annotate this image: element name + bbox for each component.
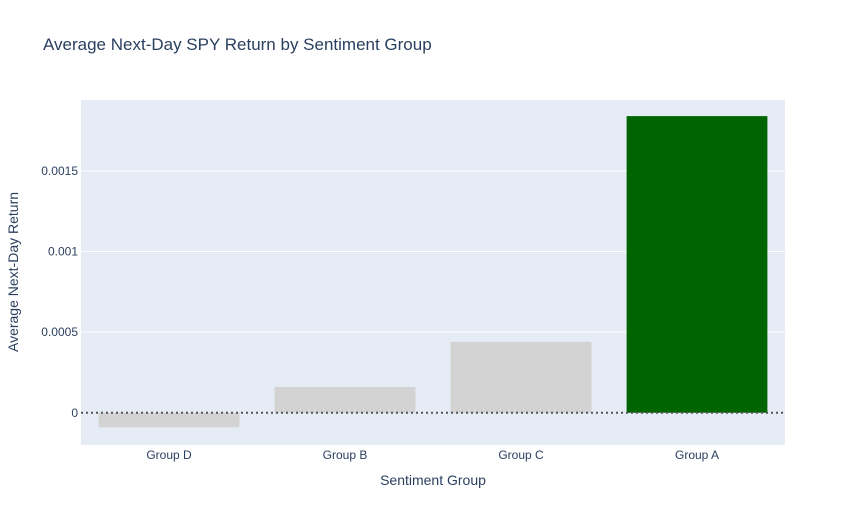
chart-title: Average Next-Day SPY Return by Sentiment… — [43, 35, 432, 54]
y-tick-label: 0 — [71, 406, 78, 420]
x-tick-label: Group A — [675, 448, 719, 462]
x-axis-title: Sentiment Group — [380, 472, 486, 488]
bars — [98, 116, 768, 428]
y-axis-title: Average Next-Day Return — [5, 192, 21, 352]
y-axis-ticks: 0 0.0005 0.001 0.0015 — [41, 164, 78, 420]
y-tick-label: 0.0015 — [41, 164, 78, 178]
y-tick-label: 0.001 — [48, 245, 78, 259]
bar-group-c[interactable] — [450, 341, 592, 413]
x-tick-label: Group D — [146, 448, 192, 462]
y-tick-label: 0.0005 — [41, 325, 78, 339]
bar-group-d[interactable] — [98, 412, 240, 428]
x-axis-ticks: Group D Group B Group C Group A — [146, 448, 719, 462]
x-tick-label: Group C — [498, 448, 544, 462]
x-tick-label: Group B — [323, 448, 368, 462]
bar-group-b[interactable] — [274, 386, 416, 413]
bar-group-a[interactable] — [626, 116, 768, 413]
